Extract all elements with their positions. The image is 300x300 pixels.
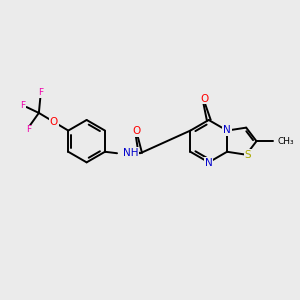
Text: O: O	[50, 117, 58, 127]
Text: NH: NH	[123, 148, 138, 158]
Text: F: F	[20, 101, 25, 110]
Text: N: N	[223, 125, 231, 135]
Text: S: S	[244, 150, 251, 160]
Text: F: F	[38, 88, 43, 97]
Text: F: F	[26, 125, 31, 134]
Text: O: O	[200, 94, 208, 103]
Text: O: O	[133, 126, 141, 136]
Text: CH₃: CH₃	[277, 137, 294, 146]
Text: N: N	[205, 158, 213, 168]
